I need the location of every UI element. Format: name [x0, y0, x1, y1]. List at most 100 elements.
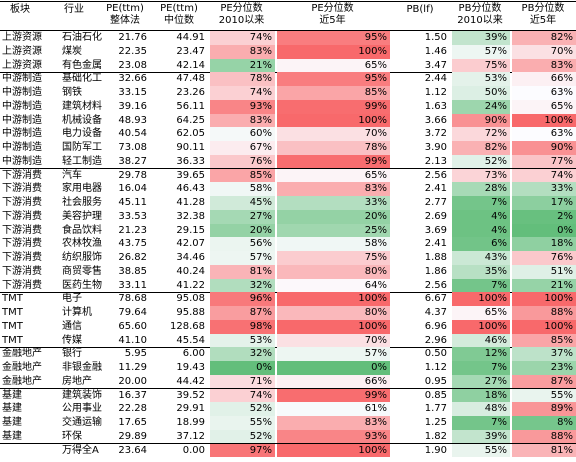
value-cell: 18%	[512, 237, 576, 251]
value-cell: 20%	[210, 223, 275, 238]
value-cell: 95.88	[176, 307, 205, 318]
sector-cell: 中游制造	[2, 87, 42, 98]
value-cell: 1.12	[424, 87, 447, 98]
value-cell: 27%	[452, 374, 510, 389]
value-cell: 87%	[210, 306, 275, 320]
value-cell: 66%	[512, 72, 576, 86]
value-cell: 57%	[277, 347, 390, 361]
value-cell: 6%	[452, 237, 510, 251]
sector-cell: 基建	[2, 430, 22, 442]
sector-cell: 下游消费	[2, 183, 42, 195]
value-cell: 100%	[277, 292, 390, 306]
value-cell: 77%	[512, 154, 576, 169]
value-cell: 29.91	[176, 403, 205, 415]
value-cell: 29.78	[118, 169, 147, 181]
sector-cell: TMT	[2, 307, 23, 318]
value-cell: 35%	[452, 264, 510, 279]
value-cell: 88%	[512, 306, 576, 320]
industry-cell: 房地产	[62, 375, 92, 387]
value-cell: 7%	[452, 278, 510, 293]
value-cell: 1.12	[424, 362, 447, 373]
value-cell: 100%	[277, 443, 390, 458]
column-header: PE(ttm)	[160, 3, 198, 14]
value-cell: 1.88	[424, 252, 447, 263]
value-cell: 28%	[452, 182, 510, 196]
value-cell: 100%	[512, 319, 576, 334]
value-cell: 46.43	[176, 183, 205, 195]
value-cell: 46%	[452, 333, 510, 348]
value-cell: 0.95	[424, 375, 447, 387]
value-cell: 22.35	[118, 45, 147, 57]
value-cell: 100%	[452, 319, 510, 334]
industry-cell: 钢铁	[62, 87, 82, 98]
value-cell: 32.66	[118, 73, 147, 85]
column-header: 中位数	[164, 15, 194, 26]
value-cell: 128.68	[170, 320, 205, 332]
value-cell: 97%	[210, 443, 275, 458]
value-cell: 41.28	[176, 197, 205, 208]
value-cell: 90%	[452, 113, 510, 128]
value-cell: 37.12	[176, 430, 205, 442]
industry-cell: 食品饮料	[62, 224, 102, 236]
industry-cell: 万得全A	[62, 444, 99, 456]
industry-cell: 电子	[62, 293, 82, 305]
industry-cell: 商贸零售	[62, 265, 102, 277]
value-cell: 0.50	[424, 348, 447, 360]
value-cell: 5.95	[124, 348, 147, 360]
value-cell: 75%	[452, 58, 510, 73]
value-cell: 44.42	[176, 375, 205, 387]
value-cell: 56.11	[176, 100, 205, 112]
value-cell: 65%	[452, 306, 510, 320]
industry-cell: 电力设备	[62, 128, 102, 140]
industry-cell: 纺织服饰	[62, 252, 102, 263]
value-cell: 24%	[452, 99, 510, 114]
value-cell: 93%	[210, 99, 275, 114]
value-cell: 29.15	[176, 224, 205, 236]
industry-cell: 美容护理	[62, 210, 102, 222]
industry-cell: 通信	[62, 320, 82, 332]
value-cell: 23%	[512, 361, 576, 375]
value-cell: 38.27	[118, 155, 147, 167]
value-cell: 23.26	[176, 87, 205, 98]
value-cell: 6.96	[424, 320, 447, 332]
value-cell: 81%	[512, 443, 576, 458]
value-cell: 37%	[512, 347, 576, 361]
value-cell: 45.11	[118, 197, 147, 208]
value-cell: 1.90	[424, 444, 447, 456]
value-cell: 20.00	[118, 375, 147, 387]
value-cell: 39.52	[176, 389, 205, 401]
industry-cell: 传媒	[62, 334, 82, 346]
value-cell: 80%	[277, 264, 390, 279]
industry-cell: 环保	[62, 430, 82, 442]
value-cell: 41.10	[118, 334, 147, 346]
industry-cell: 家用电器	[62, 183, 102, 195]
sector-cell: 中游制造	[2, 142, 42, 153]
industry-cell: 公用事业	[62, 403, 102, 415]
value-cell: 2.41	[424, 183, 447, 195]
value-cell: 45.54	[176, 334, 205, 346]
industry-cell: 基础化工	[62, 73, 102, 85]
sector-cell: 金融地产	[2, 348, 42, 360]
value-cell: 6.67	[424, 293, 447, 305]
value-cell: 39.16	[118, 100, 147, 112]
column-header: PB分位数	[458, 3, 502, 14]
value-cell: 22.28	[118, 403, 147, 415]
column-header: 2010以来	[218, 15, 265, 26]
value-cell: 33%	[512, 182, 576, 196]
value-cell: 20%	[277, 209, 390, 224]
column-header: 近5年	[319, 15, 346, 26]
value-cell: 33.15	[118, 87, 147, 98]
value-cell: 17.65	[118, 417, 147, 428]
value-cell: 1.82	[424, 430, 447, 442]
value-cell: 8%	[512, 416, 576, 430]
sector-cell: 下游消费	[2, 197, 42, 208]
value-cell: 58%	[210, 182, 275, 196]
value-cell: 100%	[277, 44, 390, 59]
value-cell: 36.33	[176, 155, 205, 167]
value-cell: 17%	[512, 196, 576, 210]
sector-cell: 下游消费	[2, 238, 42, 250]
value-cell: 53%	[452, 72, 510, 86]
value-cell: 75%	[277, 251, 390, 265]
value-cell: 45%	[210, 196, 275, 210]
